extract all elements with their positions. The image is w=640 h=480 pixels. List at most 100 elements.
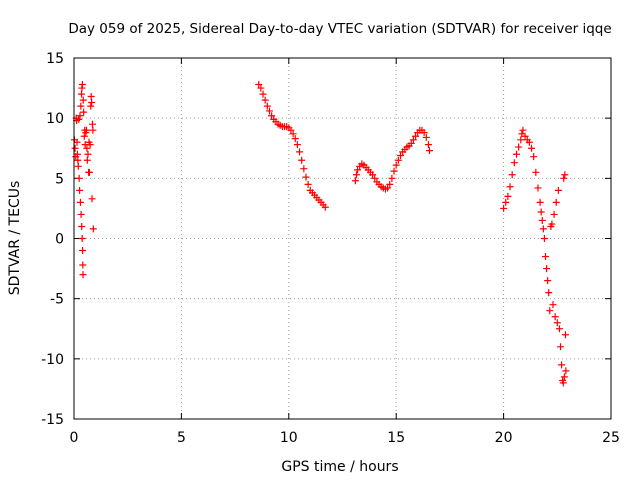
y-tick-label: -10	[41, 352, 64, 368]
data-point	[263, 102, 271, 110]
data-point	[74, 156, 82, 164]
data-point	[500, 204, 508, 212]
data-point	[521, 132, 529, 140]
data-point	[80, 108, 88, 116]
data-point	[553, 319, 561, 327]
y-tick-label: -5	[50, 292, 64, 308]
data-point	[384, 184, 392, 192]
data-point	[517, 136, 525, 144]
data-point	[554, 186, 562, 194]
data-point	[412, 132, 420, 140]
data-point	[420, 129, 428, 137]
data-point	[548, 220, 556, 228]
x-tick-label: 0	[70, 430, 79, 446]
data-point	[504, 192, 512, 200]
data-point	[73, 138, 81, 146]
data-point	[559, 379, 567, 387]
data-point	[85, 168, 93, 176]
data-point	[86, 141, 94, 149]
data-point	[78, 90, 86, 98]
data-point	[88, 99, 96, 107]
data-point	[265, 107, 273, 115]
data-point	[539, 225, 547, 233]
data-point	[352, 171, 360, 179]
data-point	[79, 96, 87, 104]
data-point	[77, 210, 85, 218]
data-point	[525, 138, 533, 146]
data-point	[321, 203, 329, 211]
data-point	[551, 313, 559, 321]
data-point	[296, 148, 304, 156]
data-points	[70, 80, 570, 387]
x-tick-label: 15	[387, 430, 405, 446]
data-point	[354, 166, 362, 174]
data-point	[300, 165, 308, 173]
data-point	[544, 277, 552, 285]
data-point	[77, 102, 85, 110]
data-point	[371, 174, 379, 182]
data-point	[550, 210, 558, 218]
data-point	[88, 195, 96, 203]
y-tick-label: 10	[46, 111, 64, 127]
data-point	[546, 307, 554, 315]
data-point	[386, 180, 394, 188]
data-point	[261, 96, 269, 104]
data-point	[409, 136, 417, 144]
data-point	[534, 184, 542, 192]
data-point	[293, 141, 301, 149]
chart-title: Day 059 of 2025, Sidereal Day-to-day VTE…	[68, 21, 611, 37]
y-tick-label: 5	[55, 171, 64, 187]
data-point	[536, 198, 544, 206]
data-point	[425, 147, 433, 155]
data-point	[259, 90, 267, 98]
data-point	[302, 173, 310, 181]
data-point	[351, 177, 359, 185]
data-point	[268, 112, 276, 120]
x-axis-label: GPS time / hours	[281, 459, 398, 475]
x-tick-labels: 0 5 10 15 20 25	[70, 430, 620, 446]
data-point	[528, 144, 536, 152]
data-point	[541, 253, 549, 261]
data-point	[537, 208, 545, 216]
data-point	[88, 120, 96, 128]
data-point	[79, 261, 87, 269]
data-point	[557, 343, 565, 351]
x-tick-label: 20	[495, 430, 513, 446]
data-point	[287, 126, 295, 134]
data-point	[87, 93, 95, 101]
data-point	[560, 373, 568, 381]
data-point	[369, 171, 377, 179]
data-point	[508, 171, 516, 179]
data-point	[89, 126, 97, 134]
data-point	[506, 183, 514, 191]
data-point	[561, 171, 569, 179]
data-point	[75, 115, 83, 123]
data-point	[561, 331, 569, 339]
data-point	[80, 132, 88, 140]
data-point	[75, 174, 83, 182]
data-point	[78, 222, 86, 230]
data-point	[83, 156, 91, 164]
y-tick-label: 15	[46, 51, 64, 67]
data-point	[89, 225, 97, 233]
data-point	[388, 174, 396, 182]
data-point	[532, 168, 540, 176]
data-point	[555, 325, 563, 333]
data-point	[390, 167, 398, 175]
data-point	[78, 235, 86, 242]
data-point	[558, 361, 566, 369]
data-point	[396, 151, 404, 159]
data-point	[71, 144, 79, 152]
data-point	[540, 235, 548, 242]
plot-frame	[73, 57, 612, 420]
data-point	[407, 139, 415, 147]
data-point	[549, 301, 557, 309]
data-point	[298, 156, 306, 164]
data-point	[515, 143, 523, 151]
y-axis-label: SDTVAR / TECUs	[7, 181, 23, 296]
data-point	[74, 162, 82, 170]
data-point	[392, 161, 400, 169]
x-tick-label: 10	[280, 430, 298, 446]
x-tick-label: 25	[602, 430, 620, 446]
